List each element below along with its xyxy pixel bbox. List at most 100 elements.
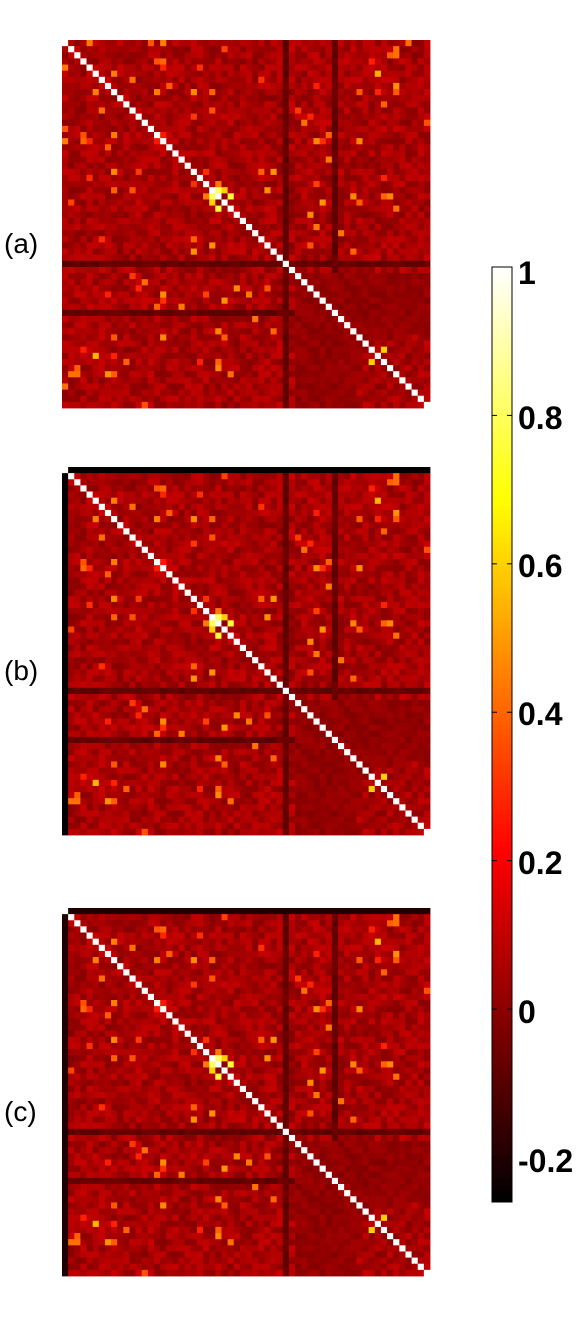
heatmap-cell xyxy=(135,162,143,170)
heatmap-cell xyxy=(111,150,118,157)
heatmap-cell xyxy=(98,76,106,84)
heatmap-cell xyxy=(184,95,192,102)
heatmap-cell xyxy=(203,89,210,96)
heatmap-cell xyxy=(227,138,235,145)
heatmap-cell xyxy=(135,82,143,90)
heatmap-cell xyxy=(135,132,143,139)
heatmap-cell xyxy=(196,76,204,84)
heatmap-cell xyxy=(141,509,149,517)
heatmap-cell xyxy=(356,546,363,554)
heatmap-cell xyxy=(74,383,81,390)
heatmap-cell xyxy=(319,485,327,492)
heatmap-cell xyxy=(190,383,198,390)
heatmap-cell xyxy=(411,328,419,335)
heatmap-cell xyxy=(252,395,259,403)
heatmap-cell xyxy=(282,248,290,256)
heatmap-cell xyxy=(423,377,431,384)
heatmap-cell xyxy=(98,58,106,65)
heatmap-cell xyxy=(264,285,271,292)
heatmap-cell xyxy=(98,473,106,480)
heatmap-cell xyxy=(270,497,278,505)
heatmap-cell xyxy=(411,346,419,354)
heatmap-cell xyxy=(325,168,333,176)
heatmap-cell xyxy=(80,358,87,366)
heatmap-cell xyxy=(62,485,69,492)
heatmap-cell xyxy=(80,266,87,274)
heatmap-cell xyxy=(74,497,81,505)
heatmap-cell xyxy=(68,485,75,492)
heatmap-cell xyxy=(92,328,100,335)
heatmap-cell xyxy=(68,346,75,354)
heatmap-cell xyxy=(368,303,376,311)
heatmap-cell xyxy=(74,205,81,213)
heatmap-cell xyxy=(184,132,192,139)
heatmap-cell xyxy=(356,303,363,311)
heatmap-cell xyxy=(129,577,136,584)
heatmap-cell xyxy=(239,371,247,378)
heatmap-cell xyxy=(282,589,290,597)
heatmap-cell xyxy=(117,328,124,335)
heatmap-cell xyxy=(215,546,222,554)
heatmap-cell xyxy=(356,309,363,317)
heatmap-cell xyxy=(129,608,136,615)
heatmap-cell xyxy=(331,401,339,409)
heatmap-cell xyxy=(86,503,94,511)
heatmap-cell xyxy=(258,254,265,262)
heatmap-cell xyxy=(356,328,363,335)
heatmap-cell xyxy=(399,101,406,108)
heatmap-cell xyxy=(147,217,155,225)
heatmap-cell xyxy=(184,162,192,170)
heatmap-cell xyxy=(301,395,308,403)
heatmap-cell xyxy=(104,144,112,151)
heatmap-cell xyxy=(154,52,161,59)
heatmap-cell xyxy=(301,577,308,584)
heatmap-cell xyxy=(80,70,87,78)
heatmap-cell xyxy=(325,76,333,84)
heatmap-cell xyxy=(313,583,320,591)
heatmap-cell xyxy=(98,119,106,127)
heatmap-cell xyxy=(80,503,87,511)
heatmap-cell xyxy=(74,316,81,323)
heatmap-cell xyxy=(147,485,155,492)
heatmap-cell xyxy=(184,150,192,157)
heatmap-cell xyxy=(154,322,161,329)
heatmap-cell xyxy=(209,58,216,65)
heatmap-cell xyxy=(307,509,314,517)
heatmap-cell xyxy=(184,230,192,237)
heatmap-cell xyxy=(117,254,124,262)
heatmap-cell xyxy=(387,46,394,53)
heatmap-cell xyxy=(203,242,210,249)
heatmap-cell xyxy=(258,236,265,243)
heatmap-cell xyxy=(135,168,143,176)
heatmap-cell xyxy=(184,389,192,397)
heatmap-cell xyxy=(325,377,333,384)
heatmap-cell xyxy=(227,58,235,65)
heatmap-cell xyxy=(154,181,161,188)
heatmap-cell xyxy=(227,95,235,102)
heatmap-cell xyxy=(62,534,69,541)
heatmap-cell xyxy=(239,334,247,341)
heatmap-cell xyxy=(264,552,271,560)
heatmap-cell xyxy=(117,540,124,548)
heatmap-cell xyxy=(135,322,143,329)
heatmap-cell xyxy=(141,479,149,486)
heatmap-cell xyxy=(92,503,100,511)
heatmap-cell xyxy=(123,377,130,384)
heatmap-cell xyxy=(166,497,173,505)
heatmap-cell xyxy=(325,242,333,249)
heatmap-cell xyxy=(135,577,143,584)
heatmap-cell xyxy=(331,395,339,403)
heatmap-cell xyxy=(319,395,327,403)
heatmap-cell xyxy=(258,119,265,127)
heatmap-cell xyxy=(258,260,265,268)
heatmap-cell xyxy=(239,70,247,78)
heatmap-cell xyxy=(399,107,406,114)
heatmap-cell xyxy=(288,316,296,323)
heatmap-cell xyxy=(344,491,351,499)
heatmap-cell xyxy=(288,107,296,114)
heatmap-cell xyxy=(270,82,278,90)
heatmap-cell xyxy=(264,181,271,188)
heatmap-cell xyxy=(325,528,333,535)
heatmap-cell xyxy=(147,516,155,523)
heatmap-cell xyxy=(62,303,69,311)
